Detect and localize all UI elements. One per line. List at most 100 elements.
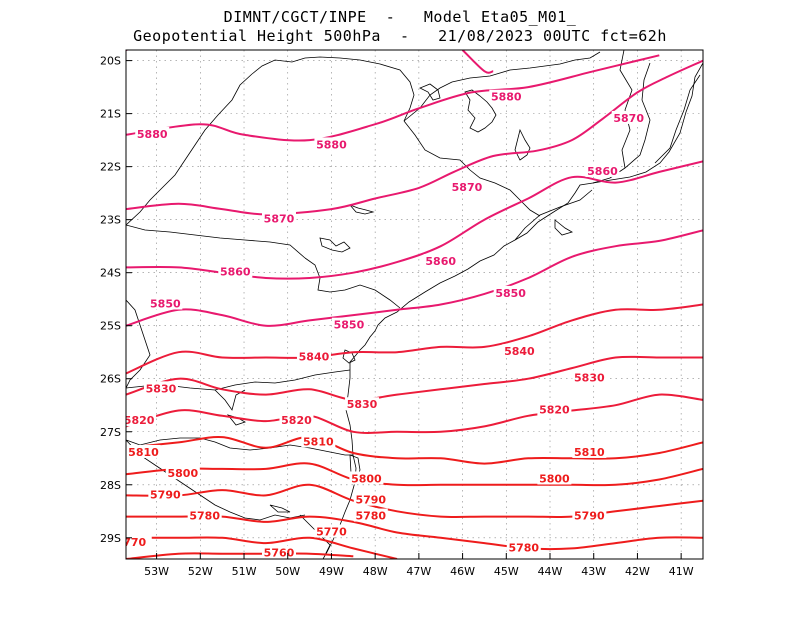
contour-label-background [165,466,200,480]
x-tick-label: 42W [625,565,650,578]
contour-label-background [314,137,349,151]
contour-line-5880 [126,54,660,142]
contour-label-5850: 5850 [150,298,181,311]
state-border [126,224,306,259]
island [464,89,497,133]
y-tick-label: 29S [100,532,121,545]
contour-label-background [261,211,296,225]
contour-label-5880: 5880 [491,91,522,104]
x-tick-label: 47W [406,565,431,578]
contour-line-5800 [126,462,703,487]
contour-label-background [301,434,336,448]
y-tick-label: 23S [100,214,121,227]
contour-label-5810: 5810 [574,446,605,459]
state-border [654,74,701,164]
contour-label-background [349,471,384,485]
contour-line-5770 [126,536,398,559]
contour-label-5870: 5870 [264,213,295,226]
contour-line-5870 [126,59,703,216]
y-tick-label: 27S [100,426,121,439]
state-border [126,73,253,226]
contour-label-5840: 5840 [299,351,330,364]
contour-line-5880 [461,50,494,74]
x-tick-label: 41W [669,565,694,578]
island [269,504,291,513]
country-border [126,439,306,521]
y-tick-label: 21S [100,108,121,121]
contour-label-5870: 5870 [452,181,483,194]
contour-label-5820: 5820 [124,414,155,427]
contour-label-background [126,535,152,549]
contour-label-background [537,471,572,485]
state-border [403,51,601,122]
contour-label-background [572,508,607,522]
x-tick-label: 46W [450,565,475,578]
contour-label-background [148,487,183,501]
contour-label-5860: 5860 [220,266,251,279]
contour-label-5770: 5770 [316,525,347,538]
contour-label-5850: 5850 [334,319,365,332]
contour-label-5760: 5760 [264,547,295,560]
gridlines [126,50,703,559]
state-border [514,189,593,241]
contour-label-background [296,349,331,363]
contour-line-5830 [126,355,703,402]
x-tick-label: 53W [144,565,169,578]
contour-label-background [611,110,646,124]
contour-line-5820 [126,393,703,434]
contour-label-background [135,126,170,140]
x-tick-label: 45W [494,565,519,578]
coastline-and-borders [126,50,703,559]
country-border [214,389,246,411]
contour-label-5800: 5800 [351,472,382,485]
state-border [304,257,401,309]
contour-label-5870: 5870 [613,112,644,125]
y-tick-label: 24S [100,267,121,280]
contour-label-background [449,179,484,193]
contour-label-5830: 5830 [347,398,378,411]
x-tick-label: 43W [581,565,606,578]
contour-label-5790: 5790 [355,494,386,507]
contour-label-background [218,264,253,278]
contour-label-background [345,397,380,411]
y-tick-label: 26S [100,373,121,386]
island [349,204,375,215]
contour-label-5790: 5790 [574,510,605,523]
contour-label-background [489,89,524,103]
contour-label-5820: 5820 [539,404,570,417]
contour-label-5800: 5800 [539,472,570,485]
contour-label-5810: 5810 [303,435,334,448]
state-border [251,56,415,122]
contour-label-5830: 5830 [574,372,605,385]
contour-line-5850 [126,229,703,327]
contour-label-background [502,344,537,358]
x-tick-label: 48W [363,565,388,578]
contour-label-background [331,317,366,331]
contour-label-background [572,370,607,384]
contour-label-background [493,285,528,299]
contour-label-5780: 5780 [355,510,386,523]
x-tick-label: 49W [319,565,344,578]
axis-ticks: 53W 52W 51W 50W 49W 48W 47W 46W 45W 44W 43W 42W 41W 2… [100,55,694,578]
chart-title-line-1: DIMNT/CGCT/INPE - Model Eta05_M01_ [223,8,577,26]
x-tick-label: 44W [538,565,563,578]
y-tick-label: 22S [100,161,121,174]
contour-label-5800: 5800 [168,467,199,480]
contour-label-5790: 5790 [150,488,181,501]
contour-label-background [423,254,458,268]
contour-label-770: 770 [123,536,146,549]
y-tick-label: 28S [100,479,121,492]
contour-label-5880: 5880 [137,128,168,141]
state-border [619,50,633,169]
chart-title-line-2: Geopotential Height 500hPa - 21/08/2023 … [133,27,667,45]
x-tick-label: 52W [188,565,213,578]
contour-lines [126,50,703,559]
contour-label-background [126,413,157,427]
contour-label-background [506,540,541,554]
contour-label-5850: 5850 [495,287,526,300]
contour-label-5810: 5810 [128,446,159,459]
contour-label-5860: 5860 [587,165,618,178]
island [554,219,574,236]
island [419,83,441,101]
